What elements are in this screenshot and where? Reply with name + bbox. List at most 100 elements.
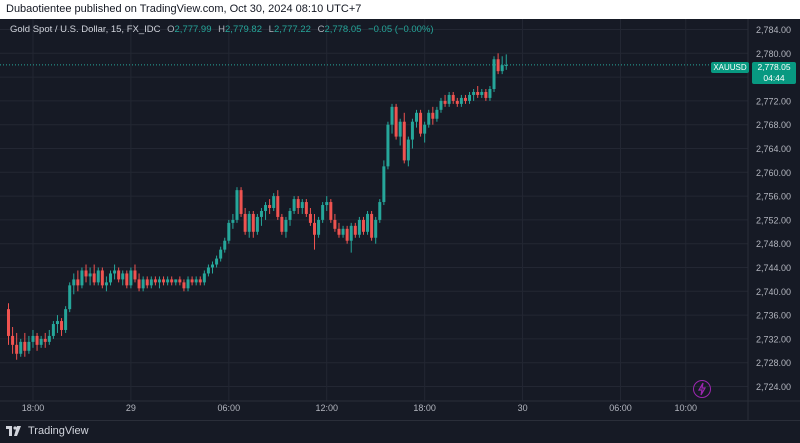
candle-body — [472, 91, 476, 95]
candle-body — [280, 216, 284, 232]
symbol-label: Gold Spot / U.S. Dollar, 15, FX_IDC — [10, 24, 161, 35]
chart-area[interactable]: 2,724.00 2,728.00 2,732.00 2,736.00 2,740.00… — [0, 19, 800, 420]
candle-body — [43, 338, 47, 342]
publish-header: Dubaotientee published on TradingView.co… — [0, 0, 800, 19]
candle-body — [268, 205, 272, 208]
publish-text: Dubaotientee published on TradingView.co… — [6, 3, 362, 15]
y-tick-label: 2,740.00 — [756, 287, 791, 297]
candle-body — [410, 121, 414, 140]
candle-body — [308, 213, 312, 223]
candle-body — [129, 270, 133, 286]
high-value: 2,779.82 — [225, 24, 262, 35]
candle-body — [239, 190, 243, 214]
open-value: 2,777.99 — [174, 24, 212, 35]
close-label: C — [317, 24, 325, 35]
change-value: −0.05 (−0.00%) — [368, 24, 434, 35]
candle-body — [329, 202, 333, 220]
candle-body — [370, 213, 374, 238]
candle-body — [166, 279, 170, 283]
candlestick-chart[interactable]: 2,724.00 2,728.00 2,732.00 2,736.00 2,740.00… — [0, 19, 800, 420]
candle-body — [349, 225, 353, 241]
candle-body — [272, 196, 276, 208]
candle-body — [341, 228, 345, 235]
candle-body — [463, 97, 467, 101]
y-tick-label: 2,780.00 — [756, 49, 791, 59]
candle-body — [243, 213, 247, 232]
candle-body — [39, 338, 43, 345]
y-tick-label: 2,768.00 — [756, 120, 791, 130]
candle-body — [459, 97, 463, 104]
candle-body — [353, 225, 357, 235]
y-tick-label: 2,772.00 — [756, 96, 791, 106]
low-value: 2,777.22 — [273, 24, 311, 35]
y-tick-label: 2,756.00 — [756, 192, 791, 202]
x-tick-label: 10:00 — [675, 403, 698, 413]
tradingview-logo[interactable]: TradingView — [6, 425, 89, 437]
candle-body — [255, 216, 259, 232]
candle-body — [484, 91, 488, 98]
candle-body — [317, 219, 321, 235]
candle-body — [84, 270, 88, 277]
candle-body — [357, 219, 361, 235]
x-tick-label: 18:00 — [22, 403, 45, 413]
candle-body — [202, 273, 206, 283]
symbol-badge: XAUUSD — [711, 62, 749, 73]
candle-body — [406, 139, 410, 161]
candle-body — [88, 273, 92, 277]
x-tick-label: 06:00 — [218, 403, 241, 413]
candle-body — [15, 344, 19, 354]
candle-body — [288, 210, 292, 220]
candle-body — [382, 166, 386, 203]
candle-body — [198, 279, 202, 283]
candle-body — [125, 273, 129, 286]
last-price-value: 2,778.05 — [757, 62, 791, 72]
candle-body — [378, 202, 382, 220]
candle-body — [68, 285, 72, 310]
y-tick-label: 2,764.00 — [756, 144, 791, 154]
lightning-icon[interactable] — [693, 380, 711, 398]
y-tick-label: 2,784.00 — [756, 25, 791, 35]
candle-body — [194, 279, 198, 283]
candle-body — [27, 341, 31, 351]
y-tick-label: 2,732.00 — [756, 334, 791, 344]
candle-body — [231, 219, 235, 223]
candle-body — [337, 228, 341, 235]
candle-body — [296, 199, 300, 208]
candle-body — [7, 309, 10, 336]
candle-body — [72, 279, 76, 286]
candle-body — [345, 228, 349, 241]
candle-body — [141, 279, 145, 289]
candle-body — [251, 213, 255, 232]
candle-body — [402, 121, 406, 161]
x-tick-label: 18:00 — [413, 403, 436, 413]
candle-body — [496, 59, 500, 72]
candle-body — [468, 94, 472, 101]
candle-body — [178, 279, 182, 283]
candle-body — [247, 213, 251, 232]
candle-body — [325, 202, 329, 206]
y-tick-label: 2,728.00 — [756, 358, 791, 368]
candle-body — [149, 279, 153, 286]
candle-body — [423, 124, 427, 134]
y-tick-label: 2,760.00 — [756, 168, 791, 178]
candle-body — [215, 258, 219, 265]
y-tick-label: 2,744.00 — [756, 263, 791, 273]
candle-body — [60, 321, 64, 330]
candle-body — [488, 89, 492, 98]
y-tick-label: 2,736.00 — [756, 311, 791, 321]
candle-body — [76, 279, 80, 286]
candle-body — [398, 121, 402, 137]
candle-body — [219, 249, 223, 259]
candle-body — [51, 324, 55, 336]
candle-body — [476, 91, 480, 95]
candle-body — [394, 106, 398, 137]
candle-body — [31, 335, 35, 342]
bar-countdown: 04:44 — [763, 72, 785, 83]
candle-body — [55, 321, 59, 325]
open-label: O — [167, 24, 175, 35]
candle-body — [415, 112, 418, 122]
candle-body — [121, 273, 125, 280]
candle-body — [64, 309, 68, 330]
candle-body — [235, 190, 239, 220]
candle-body — [313, 222, 316, 235]
